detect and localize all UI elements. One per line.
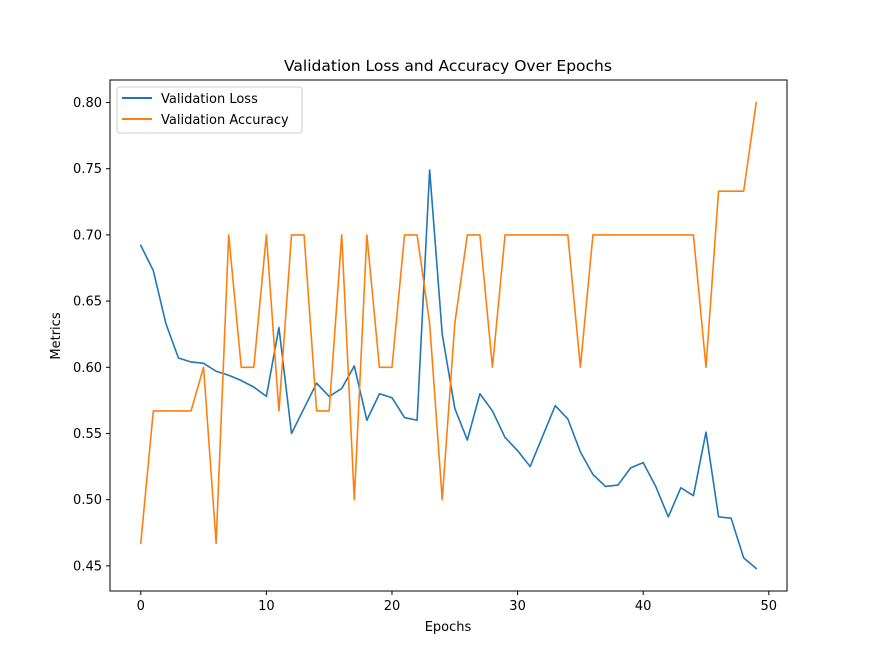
plot-area — [110, 80, 787, 591]
legend-label-validation-loss: Validation Loss — [161, 92, 258, 107]
x-axis: 0 10 20 30 40 50 — [137, 591, 777, 614]
series-line-validation-accuracy — [139, 101, 758, 545]
x-tick-label: 40 — [635, 599, 652, 614]
y-tick-label: 0.50 — [73, 493, 102, 508]
legend-label-validation-accuracy: Validation Accuracy — [161, 113, 289, 128]
y-tick-label: 0.65 — [73, 295, 102, 310]
y-axis: 0.45 0.50 0.55 0.60 0.65 0.70 0.75 0.80 — [73, 96, 110, 574]
series-line-validation-loss — [139, 169, 758, 570]
plot-frame — [109, 79, 788, 592]
legend-box — [116, 86, 303, 134]
x-axis-label: Epochs — [425, 620, 472, 635]
y-tick-label: 0.80 — [73, 96, 102, 111]
legend: Validation Loss Validation Accuracy — [116, 86, 303, 134]
y-axis-label: Metrics — [49, 312, 64, 359]
y-tick-label: 0.60 — [73, 361, 102, 376]
chart-title: Validation Loss and Accuracy Over Epochs — [284, 57, 612, 75]
y-tick-label: 0.55 — [73, 427, 102, 442]
x-tick-label: 20 — [384, 599, 401, 614]
x-tick-label: 10 — [258, 599, 275, 614]
y-tick-label: 0.45 — [73, 559, 102, 574]
x-tick-label: 0 — [137, 599, 145, 614]
series-layer — [139, 101, 758, 570]
y-tick-label: 0.70 — [73, 228, 102, 243]
x-tick-label: 50 — [761, 599, 778, 614]
y-tick-label: 0.75 — [73, 162, 102, 177]
x-tick-label: 30 — [509, 599, 526, 614]
